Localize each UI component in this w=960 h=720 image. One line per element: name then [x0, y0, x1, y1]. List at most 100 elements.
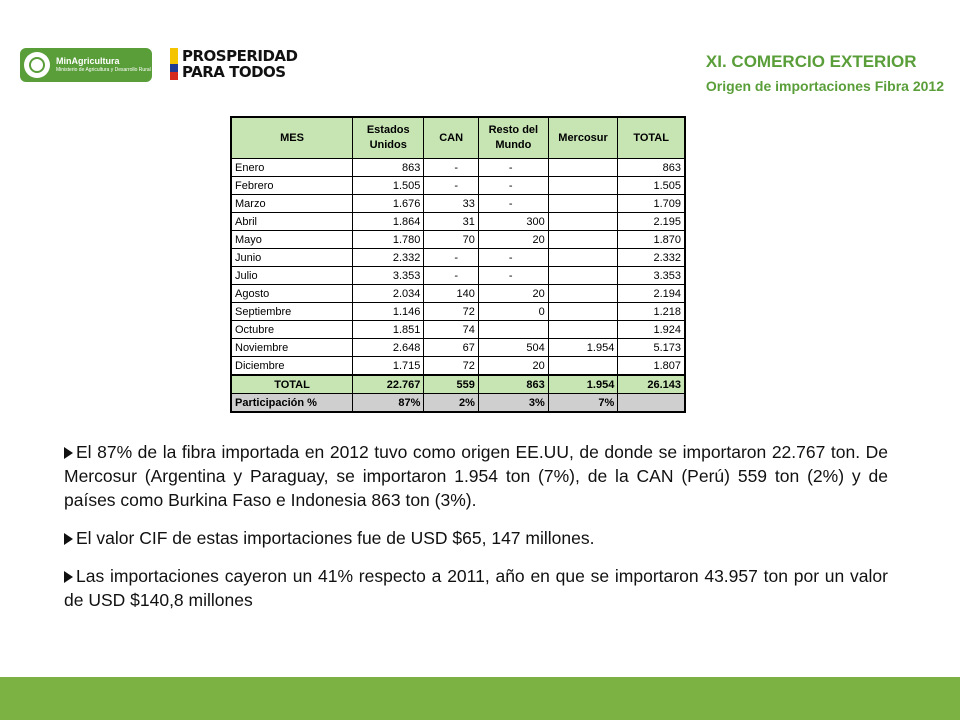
month-cell: Noviembre [230, 338, 354, 357]
value-cell: 1.851 [352, 320, 425, 339]
value-cell: 22.767 [352, 374, 425, 394]
value-cell: 2% [423, 393, 479, 413]
value-cell: 300 [477, 212, 549, 231]
value-cell [547, 212, 619, 231]
value-cell: 1.954 [547, 374, 619, 394]
bullet-item: El valor CIF de estas importaciones fue … [64, 526, 888, 550]
value-cell: 1.954 [547, 338, 619, 357]
value-cell: 2.332 [617, 248, 686, 267]
table-body: Enero 863- -863 Febrero 1.505- -1.505 Marzo 1.6… [230, 158, 686, 413]
table-row: Junio 2.332- -2.332 [230, 248, 686, 267]
month-cell: Octubre [230, 320, 354, 339]
value-cell: 72 [423, 356, 479, 376]
value-cell: 863 [477, 374, 549, 394]
value-cell: 3.353 [352, 266, 425, 285]
participation-row: Participación % 87% 2% 3% 7% [230, 393, 686, 413]
value-cell [547, 176, 619, 195]
value-cell: 20 [477, 230, 549, 249]
column-header: Estados Unidos [352, 116, 425, 159]
value-cell: 5.173 [617, 338, 686, 357]
month-cell: Agosto [230, 284, 354, 303]
slide-title-block: XI. COMERCIO EXTERIOR Origen de importac… [706, 52, 944, 94]
month-cell: Junio [230, 248, 354, 267]
total-row-label: TOTAL [230, 374, 354, 394]
value-cell [547, 194, 619, 213]
value-cell: - [423, 176, 479, 195]
value-cell: 504 [477, 338, 549, 357]
month-cell: Mayo [230, 230, 354, 249]
bullet-item: El 87% de la fibra importada en 2012 tuv… [64, 442, 888, 510]
table-row: Agosto 2.034 140 20 2.194 [230, 284, 686, 303]
value-cell: - [423, 248, 479, 267]
colombia-flag-icon [170, 48, 178, 80]
column-header: CAN [423, 116, 479, 159]
participation-row-label: Participación % [230, 393, 354, 413]
prosperidad-logo: PROSPERIDAD PARA TODOS [170, 46, 298, 82]
value-cell: 140 [423, 284, 479, 303]
value-cell: 33 [423, 194, 479, 213]
value-cell: 3.353 [617, 266, 686, 285]
arrow-bullet-icon [64, 571, 73, 583]
value-cell: 1.676 [352, 194, 425, 213]
table-row: Noviembre 2.648 67 504 1.954 5.173 [230, 338, 686, 357]
slide-title: XI. COMERCIO EXTERIOR [705, 52, 917, 71]
value-cell: 72 [423, 302, 479, 321]
value-cell: 1.146 [352, 302, 425, 321]
month-cell: Marzo [230, 194, 354, 213]
value-cell: 2.034 [352, 284, 425, 303]
column-header: Mercosur [547, 116, 619, 159]
value-cell: 1.924 [617, 320, 686, 339]
table-row: Febrero 1.505- -1.505 [230, 176, 686, 195]
value-cell [547, 266, 619, 285]
value-cell: 70 [423, 230, 479, 249]
value-cell: 2.332 [352, 248, 425, 267]
value-cell: 1.709 [617, 194, 686, 213]
value-cell: 863 [352, 158, 425, 177]
value-cell: 863 [617, 158, 686, 177]
value-cell: - [477, 248, 549, 267]
value-cell: 1.864 [352, 212, 425, 231]
logo2-line1: PROSPERIDAD [182, 47, 298, 65]
value-cell: 1.505 [352, 176, 425, 195]
value-cell: 31 [423, 212, 479, 231]
table-row: Abril 1.864 31 300 2.195 [230, 212, 686, 231]
month-cell: Diciembre [230, 356, 354, 376]
month-cell: Abril [230, 212, 354, 231]
value-cell: 74 [423, 320, 479, 339]
value-cell: 67 [423, 338, 479, 357]
value-cell: 1.505 [617, 176, 686, 195]
month-cell: Julio [230, 266, 354, 285]
value-cell [477, 320, 549, 339]
month-cell: Septiembre [230, 302, 354, 321]
value-cell: 20 [477, 356, 549, 376]
value-cell: 1.780 [352, 230, 425, 249]
value-cell: 87% [352, 393, 425, 413]
imports-table: MES Estados Unidos CAN Resto del Mundo Merco… [230, 116, 686, 413]
column-header: Resto del Mundo [477, 116, 549, 159]
value-cell: 3% [477, 393, 549, 413]
logo1-sub: Ministerio de Agricultura y Desarrollo R… [56, 67, 151, 73]
value-cell: 1.715 [352, 356, 425, 376]
footer-bar [0, 677, 960, 720]
value-cell: 559 [423, 374, 479, 394]
value-cell: - [423, 158, 479, 177]
value-cell: 26.143 [617, 374, 686, 394]
month-cell: Enero [230, 158, 354, 177]
table-row: Marzo 1.676 33- 1.709 [230, 194, 686, 213]
value-cell [547, 320, 619, 339]
value-cell: - [477, 266, 549, 285]
table-row: Mayo 1.780 70 20 1.870 [230, 230, 686, 249]
value-cell: - [423, 266, 479, 285]
value-cell: 2.648 [352, 338, 425, 357]
table-row: Julio 3.353- -3.353 [230, 266, 686, 285]
table-row: Octubre 1.851 74 1.924 [230, 320, 686, 339]
bullet-list: El 87% de la fibra importada en 2012 tuv… [64, 440, 888, 626]
value-cell [547, 302, 619, 321]
minagricultura-logo: MinAgricultura Ministerio de Agricultura… [20, 48, 152, 82]
total-row: TOTAL 22.767 559 863 1.954 26.143 [230, 374, 686, 394]
value-cell: 0 [477, 302, 549, 321]
arrow-bullet-icon [64, 533, 73, 545]
table-row: Enero 863- -863 [230, 158, 686, 177]
column-header: TOTAL [617, 116, 686, 159]
logo1-name: MinAgricultura [56, 56, 120, 66]
